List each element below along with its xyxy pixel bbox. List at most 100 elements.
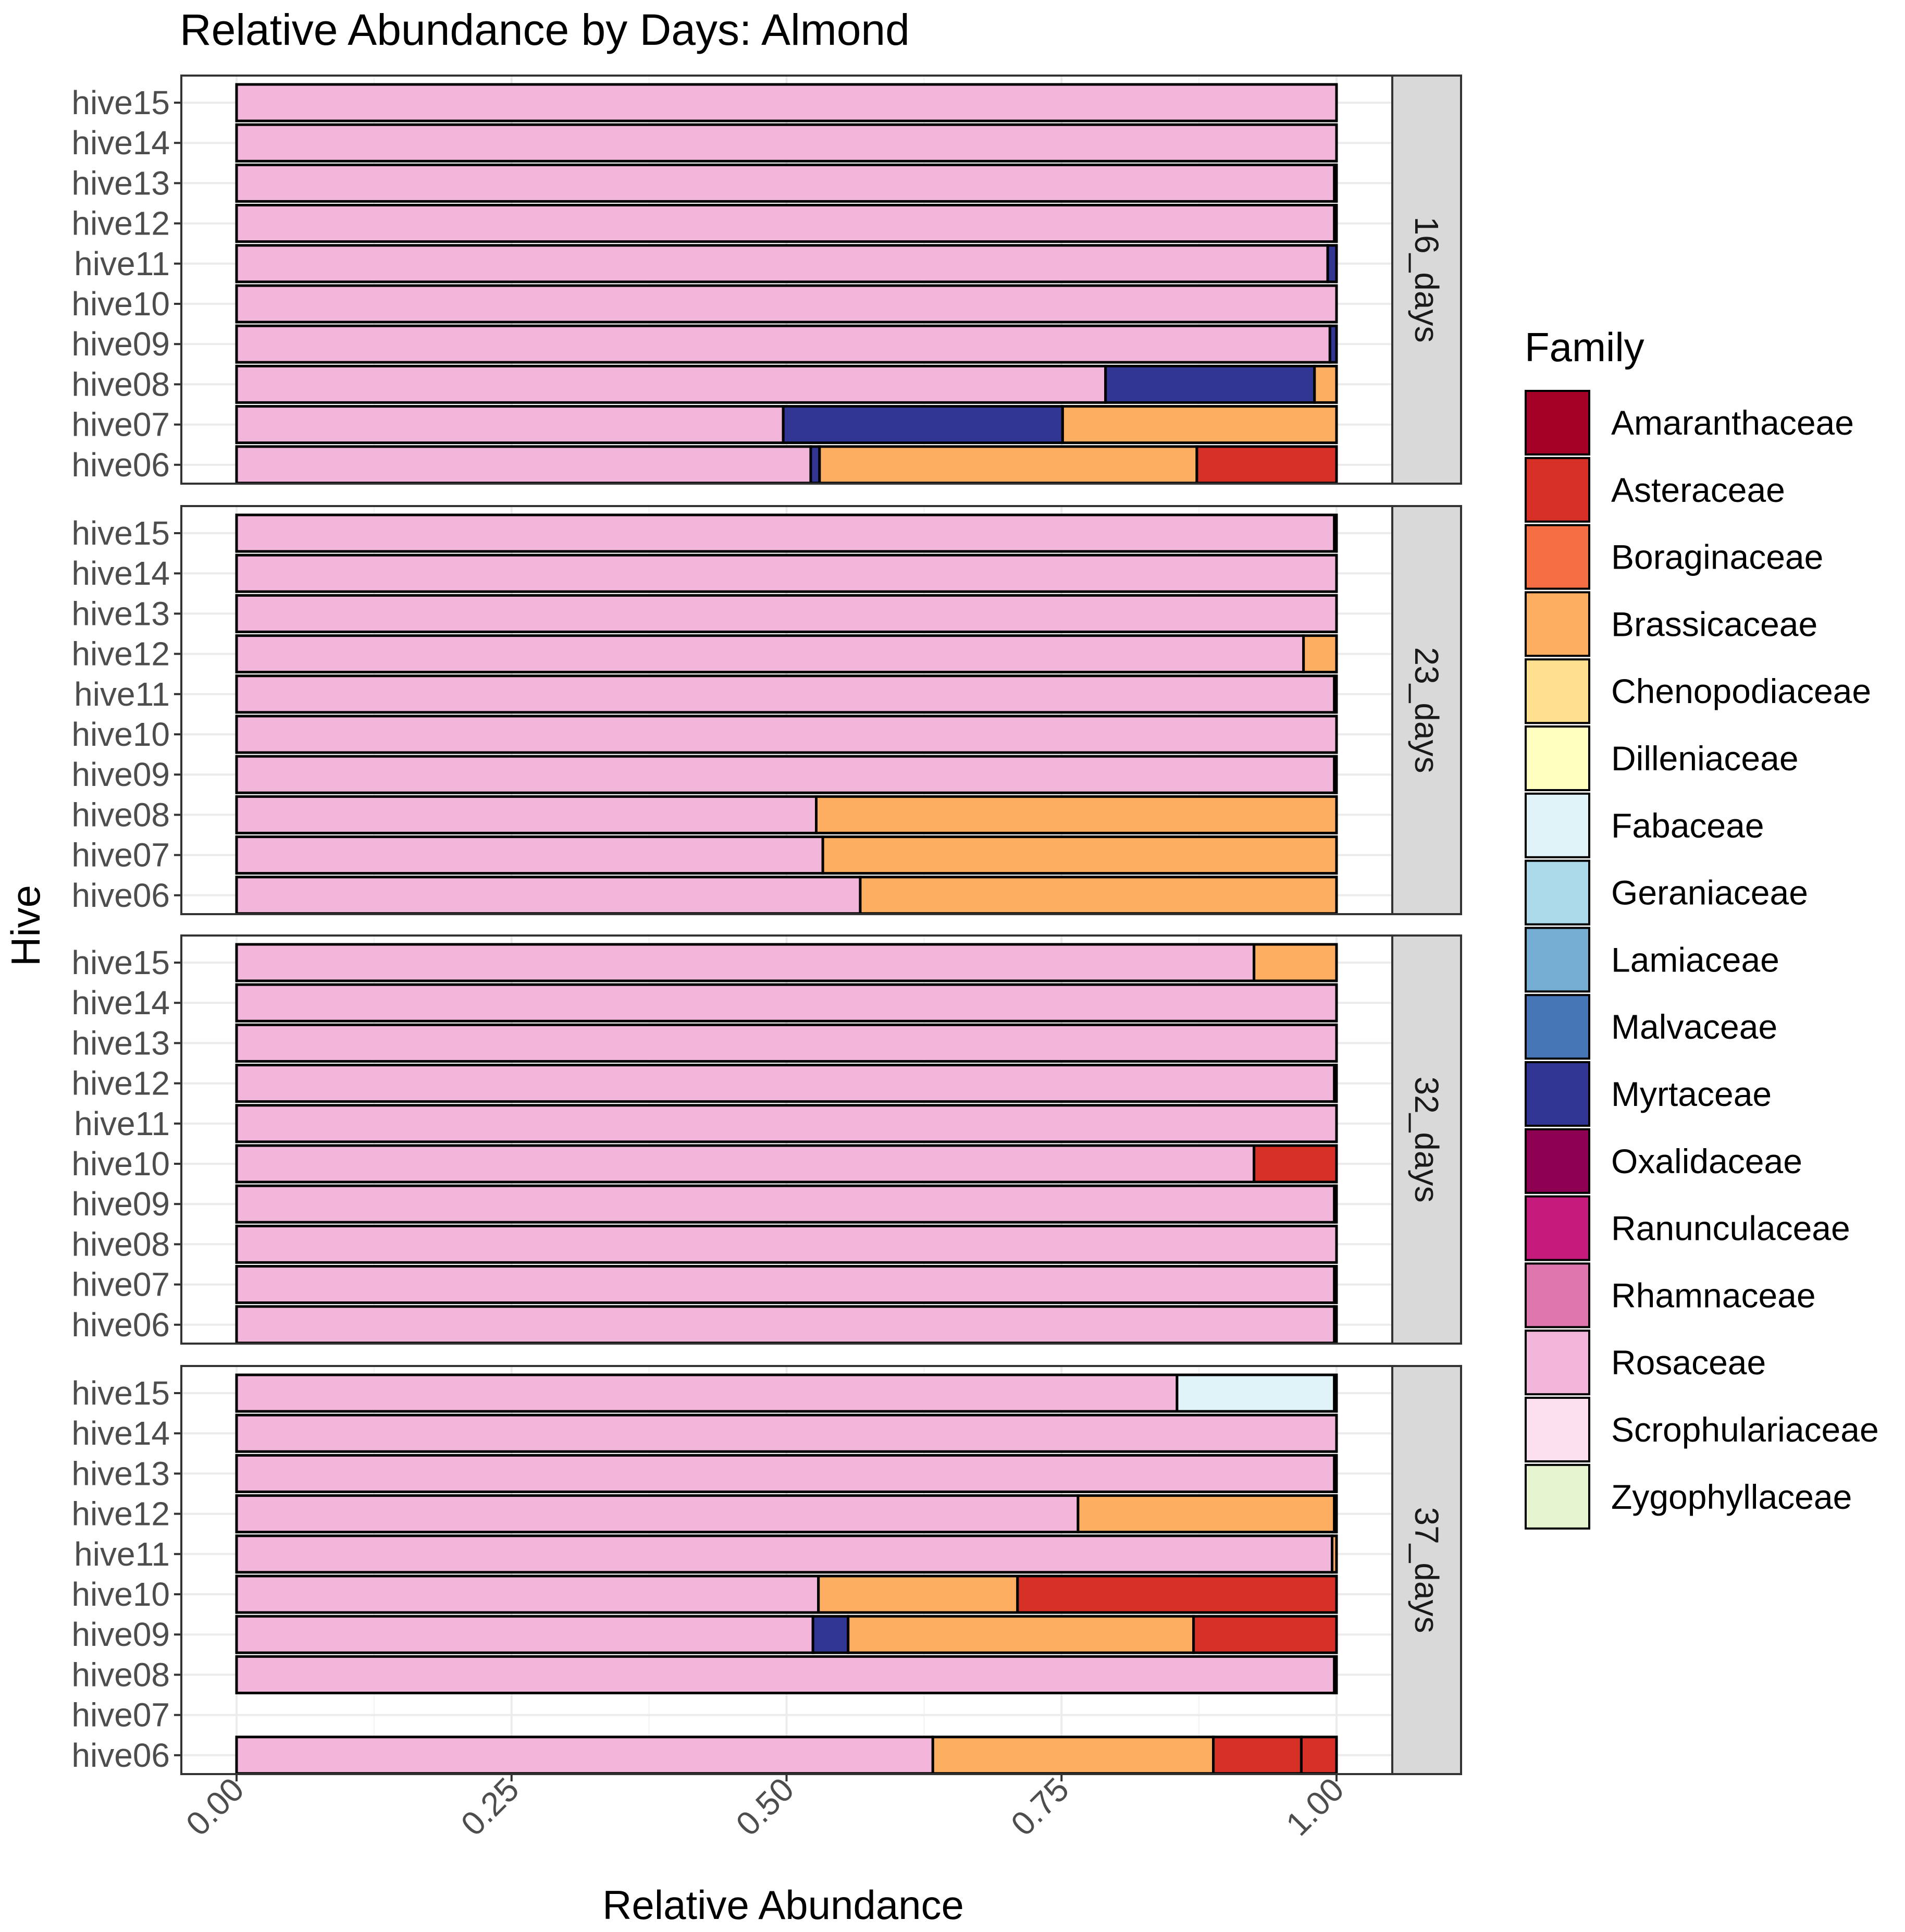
bar-segment-rosaceae	[235, 204, 1336, 243]
y-tick-label: hive08	[71, 1225, 170, 1263]
y-tick-label: hive09	[71, 325, 170, 363]
bar-segment-rosaceae	[235, 835, 824, 875]
legend-entry-myrtaceae: Myrtaceae	[1525, 1061, 1772, 1127]
bar-hive11	[235, 1104, 1338, 1143]
bar-segment-asteraceae	[1212, 1736, 1303, 1775]
y-tick-label: hive11	[74, 1105, 170, 1142]
legend-key	[1525, 1397, 1590, 1462]
y-tick-label: hive14	[71, 984, 170, 1022]
bar-segment-brassicaceae	[1333, 513, 1338, 553]
bar-hive11	[235, 244, 1338, 284]
bar-segment-brassicaceae	[1333, 1265, 1338, 1305]
y-tick-label: hive10	[71, 1145, 170, 1183]
legend-entry-fabaceae: Fabaceae	[1525, 792, 1764, 858]
bar-hive11	[235, 1534, 1338, 1574]
bar-segment-rosaceae	[235, 1494, 1080, 1534]
bar-hive08	[235, 1224, 1338, 1264]
bar-segment-rosaceae	[235, 674, 1336, 714]
legend-label: Scrophulariaceae	[1611, 1410, 1879, 1449]
bar-segment-rosaceae	[235, 1265, 1336, 1305]
y-tick-label: hive06	[71, 1306, 170, 1344]
legend-label: Amaranthaceae	[1611, 403, 1854, 442]
bar-hive14	[235, 123, 1338, 163]
bar-hive10	[235, 1144, 1338, 1184]
bar-hive12	[235, 204, 1338, 243]
bar-segment-rosaceae	[235, 553, 1338, 593]
facet-strip-label: 23_days	[1408, 647, 1445, 773]
facet-strip-label: 16_days	[1408, 217, 1445, 343]
bar-hive07	[235, 1265, 1338, 1305]
bar-segment-myrtaceae	[782, 405, 1064, 445]
legend-label: Fabaceae	[1611, 806, 1764, 845]
facet-strip	[1391, 505, 1462, 915]
legend-entry-geraniaceae: Geraniaceae	[1525, 859, 1808, 926]
y-tick-label: hive14	[71, 555, 170, 592]
y-tick-label: hive13	[71, 164, 170, 202]
bar-segment-rosaceae	[235, 324, 1331, 364]
y-tick-label: hive08	[71, 1656, 170, 1693]
legend-label: Geraniaceae	[1611, 873, 1808, 912]
bar-segment-rosaceae	[235, 1454, 1336, 1493]
legend-entry-dilleniaceae: Dilleniaceae	[1525, 725, 1799, 791]
bar-segment-myrtaceae	[1328, 324, 1338, 364]
y-axis-title: Hive	[3, 885, 48, 966]
bar-hive07	[235, 405, 1338, 445]
bar-hive15	[235, 513, 1338, 553]
bar-hive09	[235, 1615, 1338, 1654]
bar-segment-rosaceae	[235, 163, 1336, 203]
y-tick-label: hive08	[71, 796, 170, 833]
bar-segment-rosaceae	[235, 1305, 1336, 1345]
bar-segment-brassicaceae	[1333, 755, 1338, 794]
bar-segment-brassicaceae	[1333, 1454, 1338, 1493]
bar-segment-brassicaceae	[1077, 1494, 1336, 1534]
legend-label: Chenopodiaceae	[1611, 672, 1871, 710]
bar-segment-myrtaceae	[1333, 163, 1338, 203]
bar-segment-rosaceae	[235, 513, 1336, 553]
y-tick-label: hive15	[71, 514, 170, 552]
bar-segment-rosaceae	[235, 634, 1305, 674]
bar-segment-rosaceae	[235, 1104, 1338, 1143]
bar-segment-rosaceae	[235, 1615, 814, 1654]
facet-strip	[1391, 75, 1462, 485]
bar-segment-myrtaceae	[1326, 244, 1338, 284]
bar-segment-fabaceae	[1176, 1373, 1336, 1413]
legend-key	[1525, 792, 1590, 858]
legend-entry-malvaceae: Malvaceae	[1525, 994, 1777, 1060]
legend-label: Ranunculaceae	[1611, 1209, 1850, 1248]
facet-panel-16_days: hive15hive14hive13hive12hive11hive10hive…	[71, 75, 1462, 485]
y-tick-label: hive11	[74, 675, 170, 713]
legend-entry-chenopodiaceae: Chenopodiaceae	[1525, 658, 1871, 724]
bar-segment-asteraceae	[1333, 1494, 1338, 1534]
legend-entry-brassicaceae: Brassicaceae	[1525, 591, 1817, 657]
bar-hive13	[235, 163, 1338, 203]
bar-hive08	[235, 364, 1338, 404]
bar-segment-brassicaceae	[1302, 634, 1338, 674]
bar-hive15	[235, 83, 1338, 122]
legend-key	[1525, 927, 1590, 993]
legend-entry-boraginaceae: Boraginaceae	[1525, 524, 1823, 590]
bar-segment-brassicaceae	[859, 876, 1338, 915]
y-tick-label: hive07	[71, 836, 170, 874]
y-tick-label: hive13	[71, 595, 170, 632]
bar-segment-rosaceae	[235, 1023, 1338, 1063]
legend-key	[1525, 1061, 1590, 1127]
bar-segment-rosaceae	[235, 405, 785, 445]
bar-segment-rosaceae	[235, 1413, 1338, 1453]
y-tick-label: hive14	[71, 124, 170, 162]
bar-segment-brassicaceae	[1333, 674, 1338, 714]
legend-key	[1525, 859, 1590, 926]
bar-segment-brassicaceae	[1333, 1305, 1338, 1345]
legend-key	[1525, 390, 1590, 456]
bar-segment-myrtaceae	[809, 445, 821, 485]
legend-label: Rhamnaceae	[1611, 1276, 1816, 1314]
legend-key	[1525, 1195, 1590, 1261]
legend-entry-scrophulariaceae: Scrophulariaceae	[1525, 1397, 1879, 1462]
y-tick-label: hive15	[71, 1374, 170, 1412]
y-tick-label: hive12	[71, 635, 170, 673]
y-tick-label: hive12	[71, 205, 170, 242]
bar-segment-rosaceae	[235, 123, 1338, 163]
facet-strip-label: 37_days	[1408, 1507, 1445, 1633]
bar-segment-rosaceae	[235, 983, 1338, 1023]
facet-strip-label: 32_days	[1408, 1077, 1445, 1203]
